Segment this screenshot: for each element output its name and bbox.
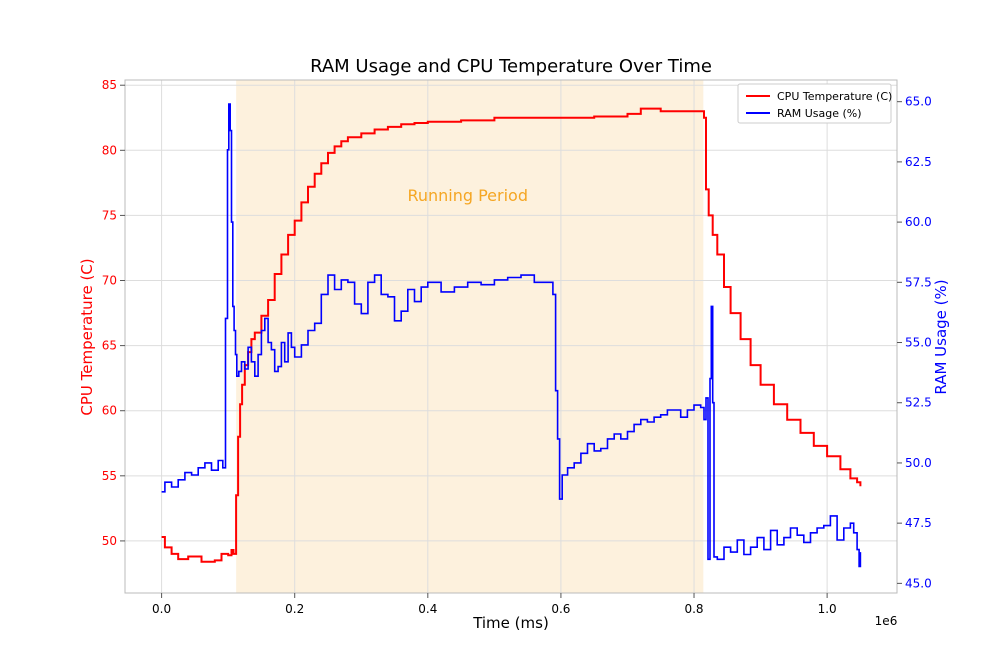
y-right-tick-label: 55.0 [905, 336, 932, 350]
x-tick-label: 0.2 [285, 602, 304, 616]
chart-title: RAM Usage and CPU Temperature Over Time [310, 56, 712, 77]
y-left-axis-title: CPU Temperature (C) [78, 258, 96, 415]
y-left-tick-label: 60 [102, 404, 117, 418]
plot-frame [124, 79, 898, 594]
x-axis-offset-label: 1e6 [875, 614, 898, 628]
legend-box [737, 83, 892, 124]
series-line-cpu-temperature [161, 107, 862, 563]
y-right-tick-label: 47.5 [905, 516, 932, 530]
y-right-tick-label: 45.0 [905, 576, 932, 590]
grid-layer [125, 80, 897, 593]
y-left-tick-label: 75 [102, 208, 117, 222]
y-right-tick-label: 65.0 [905, 95, 932, 109]
y-left-tick-label: 55 [102, 469, 117, 483]
series-layer [161, 103, 862, 568]
y-right-tick-label: 57.5 [905, 275, 932, 289]
y-right-tick-label: 62.5 [905, 155, 932, 169]
x-tick-label: 1.0 [818, 602, 837, 616]
y-left-tick-label: 85 [102, 78, 117, 92]
x-tick-label: 0.8 [684, 602, 703, 616]
y-right-tick-label: 52.5 [905, 396, 932, 410]
legend-label-cpu: CPU Temperature (C) [777, 90, 892, 103]
series-line-ram-usage [161, 103, 862, 568]
y-right-tick-label: 50.0 [905, 456, 932, 470]
y-right-axis-title: RAM Usage (%) [932, 279, 950, 394]
running-period-shade [236, 80, 704, 593]
x-tick-label: 0.6 [551, 602, 570, 616]
x-axis-title: Time (ms) [472, 614, 549, 632]
running-period-label: Running Period [407, 186, 528, 205]
y-left-tick-label: 70 [102, 274, 117, 288]
legend: CPU Temperature (C) RAM Usage (%) [737, 83, 892, 124]
legend-label-ram: RAM Usage (%) [777, 107, 862, 120]
x-tick-label: 0.0 [152, 602, 171, 616]
x-tick-label: 0.4 [418, 602, 437, 616]
shaded-region-layer [236, 80, 704, 593]
y-left-tick-label: 50 [102, 534, 117, 548]
tick-layer: 0.0 0.2 0.4 0.6 0.8 1.0 50 55 60 65 70 75 80 85 45.0 47… [102, 78, 932, 616]
y-left-tick-label: 80 [102, 143, 117, 157]
y-left-tick-label: 65 [102, 339, 117, 353]
y-right-tick-label: 60.0 [905, 215, 932, 229]
